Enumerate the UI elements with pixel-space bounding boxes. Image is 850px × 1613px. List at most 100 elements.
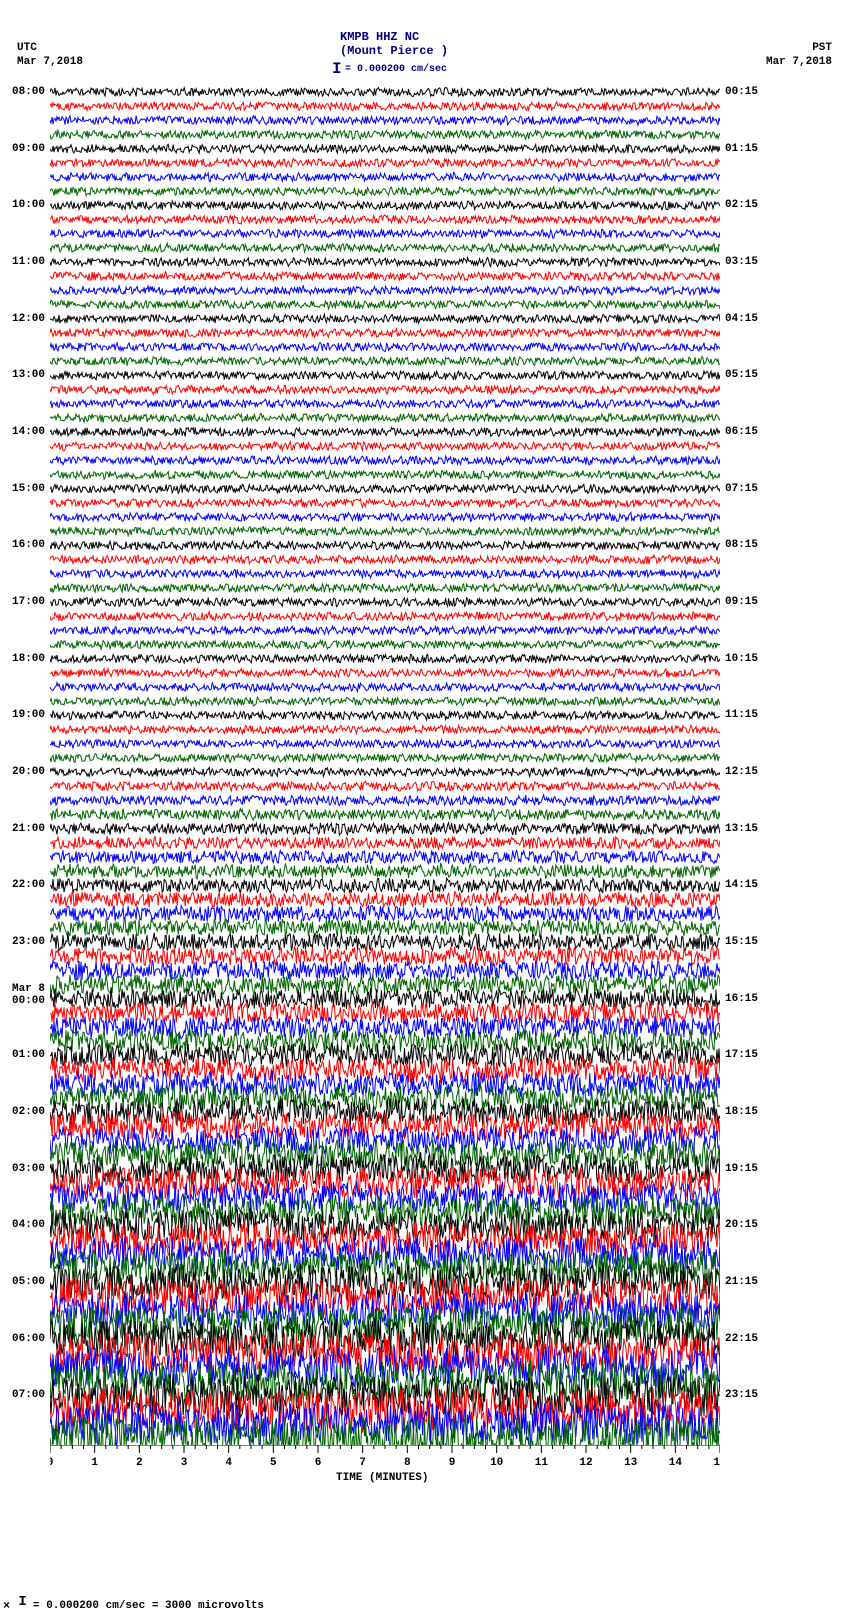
seismic-trace [50,470,720,479]
seismic-trace [50,414,720,423]
seismic-trace [50,905,720,922]
seismic-trace [50,569,720,578]
pst-hour-label: 19:15 [725,1163,758,1175]
station-code: KMPB HHZ NC [340,30,419,44]
seismic-trace [50,187,720,196]
x-tick-label: 10 [490,1457,503,1469]
utc-hour-label: 23:00 [12,936,45,948]
utc-hour-label: 03:00 [12,1163,45,1175]
pst-hour-label: 14:15 [725,879,758,891]
seismic-trace [50,697,720,706]
seismic-trace [50,102,720,111]
seismic-trace [50,329,720,338]
seismic-trace [50,864,720,879]
seismic-trace [50,823,720,835]
seismic-trace [50,654,720,663]
x-tick-label: 3 [181,1457,188,1469]
seismic-trace [50,711,720,720]
x-tick-label: 0 [50,1457,53,1469]
utc-hour-label: 00:00 [12,995,45,1007]
seismic-trace [50,739,720,748]
seismic-trace [50,850,720,864]
seismic-trace [50,144,720,153]
seismic-trace [50,286,720,295]
utc-hour-label: 16:00 [12,539,45,551]
seismic-trace [50,668,720,677]
footer-scale-icon: × I [3,1594,27,1613]
left-timezone: UTC [17,42,37,54]
pst-hour-label: 22:15 [725,1333,758,1345]
pst-hour-label: 10:15 [725,653,758,665]
pst-hour-label: 21:15 [725,1276,758,1288]
seismic-trace [50,919,720,937]
seismic-trace [50,683,720,692]
seismic-trace [50,215,720,224]
seismic-trace [50,314,720,323]
seismic-trace [50,357,720,366]
pst-hour-label: 16:15 [725,993,758,1005]
seismic-trace [50,442,720,451]
seismic-trace [50,598,720,607]
utc-hour-label: 22:00 [12,879,45,891]
footer-text: = 0.000200 cm/sec = 3000 microvolts [33,1600,264,1612]
seismic-trace [50,527,720,536]
x-tick-label: 5 [270,1457,277,1469]
pst-hour-label: 20:15 [725,1219,758,1231]
seismic-trace [50,795,720,806]
seismic-trace [50,809,720,821]
x-tick-label: 12 [579,1457,592,1469]
x-tick-label: 14 [669,1457,683,1469]
seismic-trace [50,172,720,181]
utc-hour-label: 07:00 [12,1389,45,1401]
x-tick-label: 4 [225,1457,232,1469]
utc-hour-label: 13:00 [12,369,45,381]
x-axis: 0123456789101112131415 [50,1445,720,1470]
x-tick-label: 8 [404,1457,411,1469]
seismic-trace [50,555,720,564]
seismic-trace [50,88,720,97]
utc-hour-label: 06:00 [12,1333,45,1345]
seismic-trace [50,484,720,493]
utc-hour-label: 10:00 [12,199,45,211]
seismic-trace [50,946,720,966]
pst-hour-label: 01:15 [725,143,758,155]
x-tick-label: 13 [624,1457,638,1469]
seismic-trace [50,243,720,252]
seismic-trace [50,498,720,507]
left-date: Mar 7,2018 [17,56,83,68]
seismic-trace [50,878,720,893]
utc-hour-label: 15:00 [12,483,45,495]
right-date: Mar 7,2018 [766,56,832,68]
seismic-trace [50,892,720,908]
utc-hour-label: 11:00 [12,256,45,268]
x-tick-label: 11 [535,1457,549,1469]
pst-hour-label: 11:15 [725,709,758,721]
seismic-trace [50,640,720,649]
pst-hour-label: 03:15 [725,256,758,268]
x-tick-label: 1 [91,1457,98,1469]
pst-hour-label: 23:15 [725,1389,758,1401]
x-tick-label: 6 [315,1457,322,1469]
seismic-trace [50,781,720,791]
utc-hour-label: 14:00 [12,426,45,438]
pst-hour-label: 17:15 [725,1049,758,1061]
seismic-trace [50,1002,720,1024]
scale-label: = 0.000200 cm/sec [345,64,447,75]
seismic-trace [50,385,720,394]
pst-hour-label: 07:15 [725,483,758,495]
seismic-trace [50,130,720,139]
utc-hour-label: 05:00 [12,1276,45,1288]
seismic-trace [50,768,720,777]
x-tick-label: 7 [359,1457,366,1469]
seismic-trace [50,933,720,952]
seismogram-plot [50,85,720,1445]
utc-hour-label: 01:00 [12,1049,45,1061]
utc-hour-label: 20:00 [12,766,45,778]
seismic-trace [50,612,720,621]
utc-hour-label: 12:00 [12,313,45,325]
pst-hour-label: 05:15 [725,369,758,381]
seismogram-container: KMPB HHZ NC (Mount Pierce ) I = 0.000200… [0,0,850,1613]
seismic-trace [50,584,720,593]
seismic-trace [50,201,720,210]
utc-date-marker: Mar 8 [12,983,45,995]
